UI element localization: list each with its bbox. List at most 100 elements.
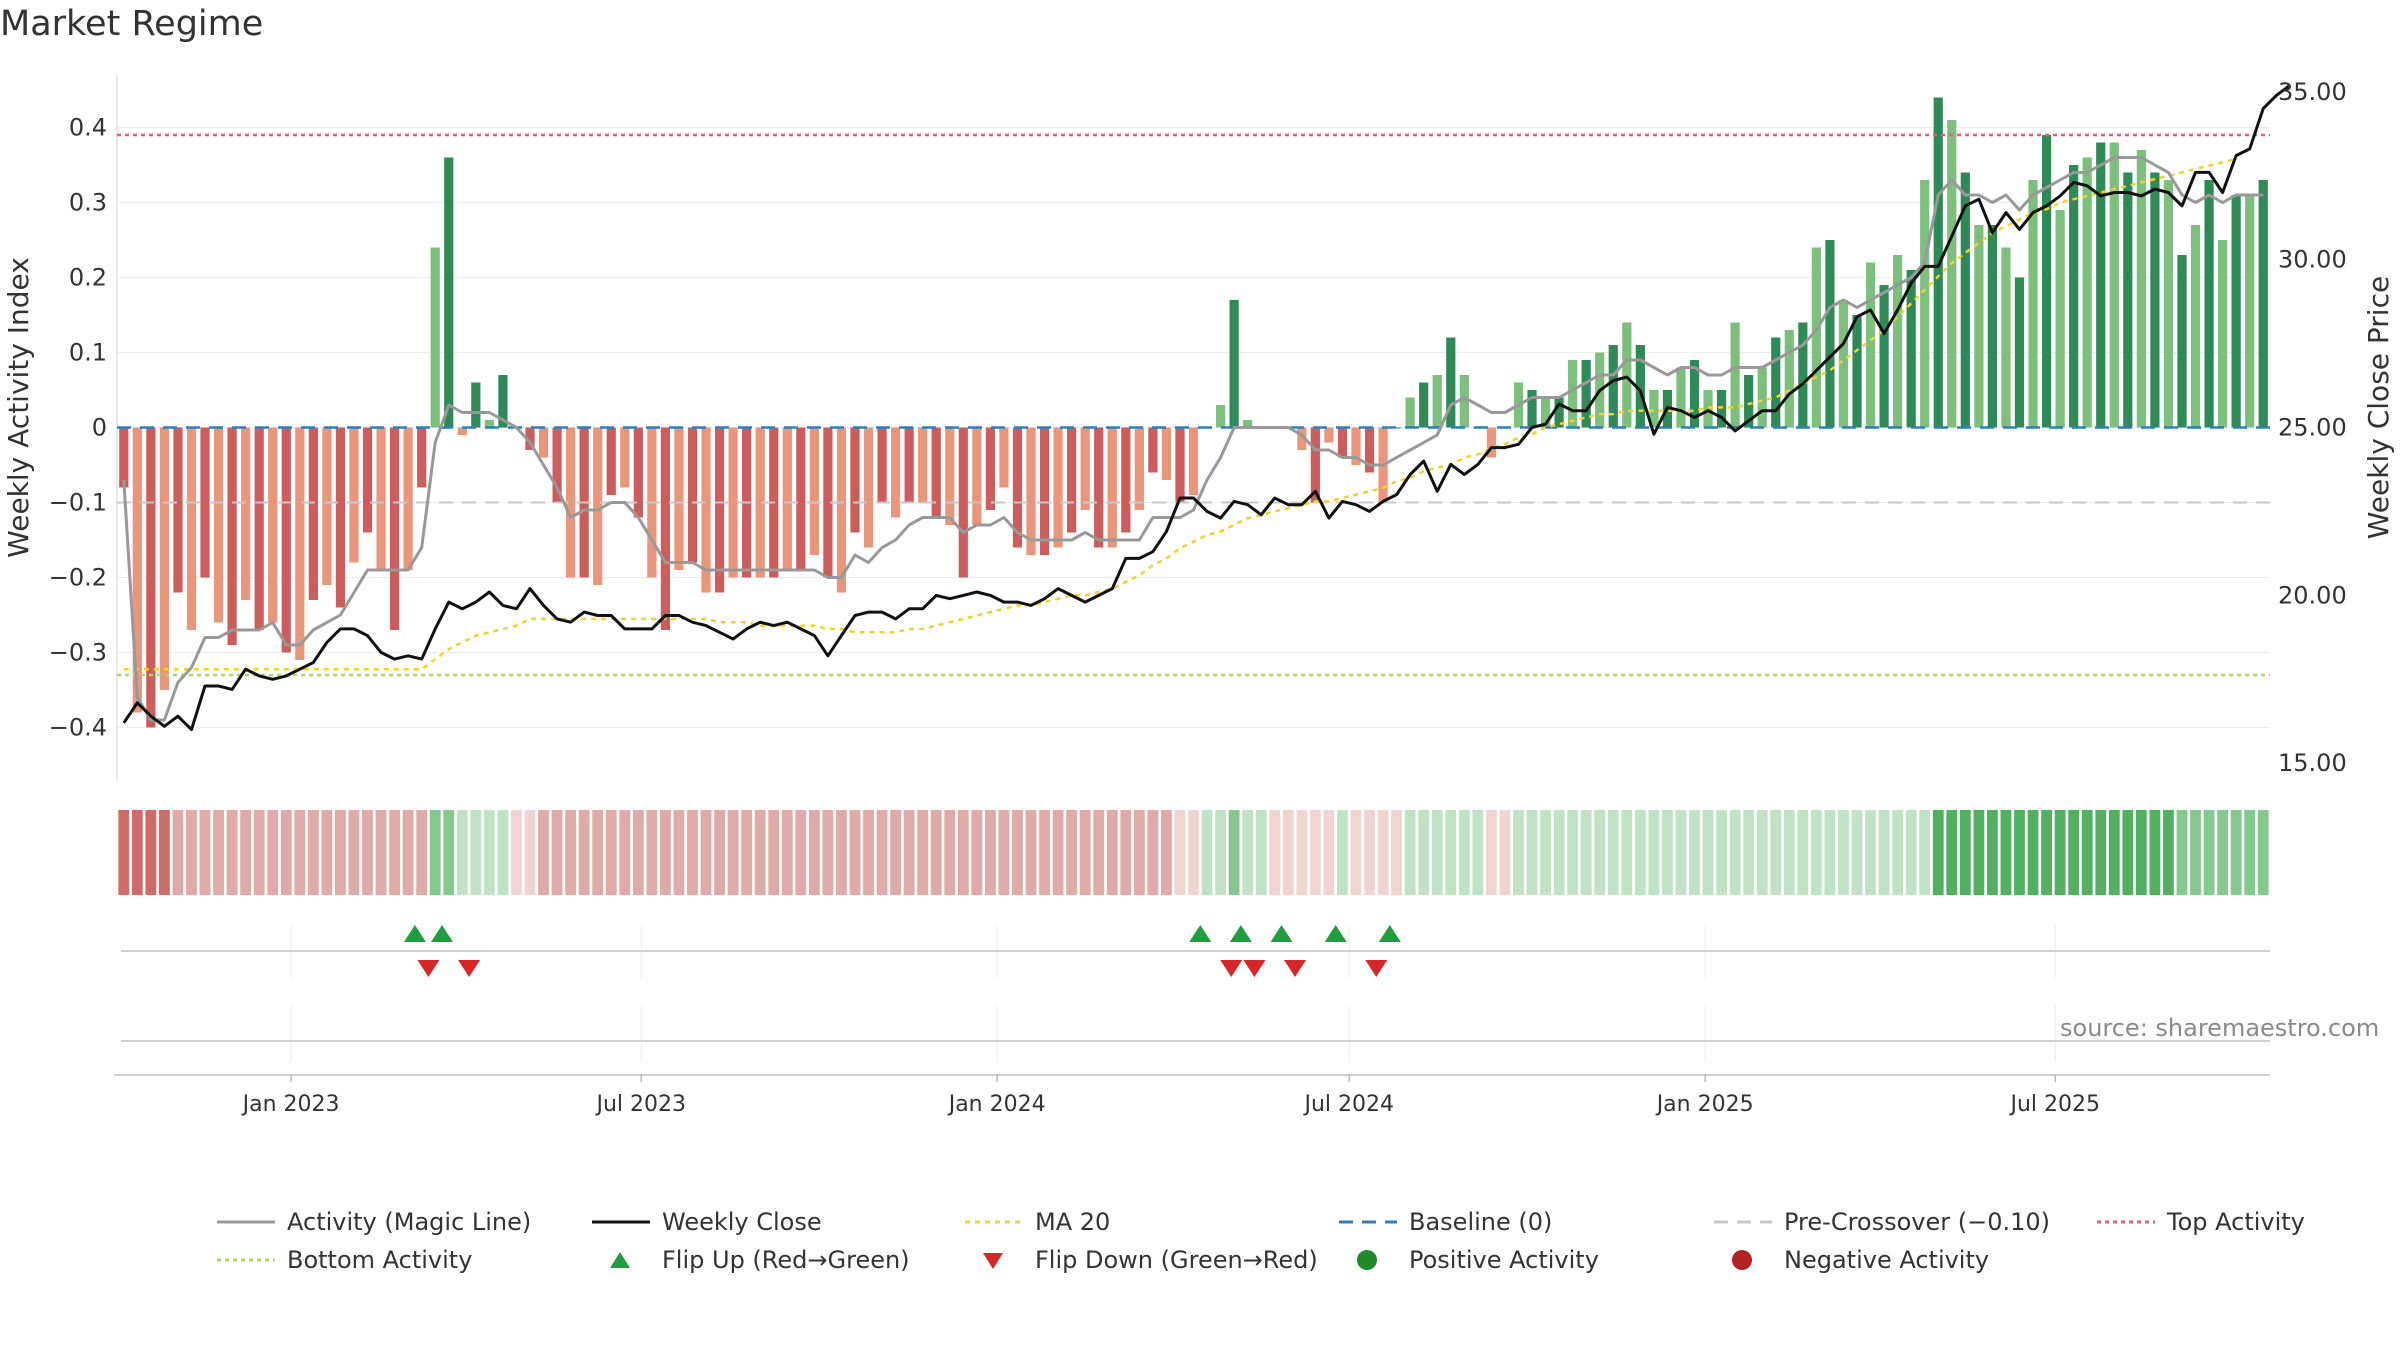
activity-bar (1134, 427, 1144, 510)
regime-cell (362, 810, 373, 895)
activity-bar (1243, 420, 1253, 428)
regime-cell (1662, 810, 1673, 895)
activity-bar (1337, 427, 1348, 458)
legend-label: Flip Up (Red→Green) (662, 1246, 910, 1274)
activity-bar (552, 427, 562, 503)
activity-bar (985, 427, 995, 510)
activity-bar (1540, 397, 1551, 428)
regime-cell (1228, 810, 1240, 895)
activity-bar (890, 427, 901, 518)
legend-swatch (963, 1207, 1025, 1237)
activity-bar (1920, 180, 1930, 428)
weekly-close-line (122, 83, 2292, 732)
activity-bar (1568, 360, 1578, 428)
legend-swatch (2095, 1207, 2157, 1237)
regime-cell (646, 810, 658, 895)
activity-bar (146, 427, 156, 728)
activity-bar (796, 427, 806, 570)
regime-cell (1621, 810, 1633, 895)
activity-bar (1527, 390, 1537, 428)
activity-bar (2041, 135, 2052, 428)
y-left-tick-label: 0.1 (69, 339, 107, 367)
legend-label: Positive Activity (1409, 1246, 1599, 1274)
legend-swatch (590, 1207, 652, 1237)
activity-bar (2204, 180, 2214, 428)
x-tick-label: Jan 2025 (1655, 1092, 1754, 1117)
regime-cell (849, 810, 861, 895)
regime-cell (1012, 810, 1023, 895)
activity-bar (2055, 210, 2065, 428)
activity-bar (1188, 427, 1199, 495)
activity-bar (2109, 142, 2119, 428)
regime-cell (1364, 810, 1375, 895)
flip-up-marker (1270, 925, 1293, 942)
regime-cell (1689, 810, 1700, 895)
regime-cell (1147, 810, 1159, 895)
regime-cell (2122, 810, 2134, 895)
legend-label: Negative Activity (1784, 1246, 1990, 1274)
activity-bar (1459, 375, 1469, 428)
regime-cell (2081, 810, 2093, 895)
regime-cell (186, 810, 197, 895)
activity-bar (200, 427, 210, 578)
flip-down-marker (1365, 960, 1388, 977)
activity-bar (2136, 150, 2146, 428)
regime-cell (1810, 810, 1822, 895)
regime-cell (145, 810, 157, 895)
activity-bar (2218, 240, 2228, 428)
regime-cell (1783, 810, 1795, 895)
regime-cell (1824, 810, 1836, 895)
activity-bar (606, 427, 616, 495)
y-right-tick-label: 30.00 (2278, 246, 2347, 274)
y-left-tick-label: 0 (92, 414, 107, 442)
activity-bar (1026, 427, 1036, 555)
activity-bar (958, 427, 968, 578)
regime-cell (1607, 810, 1619, 895)
regime-cell (957, 810, 969, 895)
regime-cell (1838, 810, 1849, 895)
flip-up-marker (1378, 925, 1401, 942)
regime-cell (1445, 810, 1457, 895)
activity-bar (660, 427, 671, 630)
regime-cell (1729, 810, 1741, 895)
activity-bar (904, 427, 914, 503)
regime-cell (1133, 810, 1145, 895)
activity-bar (1771, 337, 1781, 428)
activity-bar (1798, 322, 1808, 428)
regime-cell (700, 810, 712, 895)
regime-cell (1567, 810, 1579, 895)
activity-bar (2001, 247, 2011, 428)
regime-cell (348, 810, 360, 895)
legend-label: Bottom Activity (287, 1246, 473, 1274)
regime-cell (2244, 810, 2256, 895)
regime-cell (2068, 810, 2080, 895)
legend-swatch (963, 1245, 1025, 1275)
x-tick-label: Jan 2024 (947, 1092, 1046, 1117)
activity-bar (823, 427, 833, 578)
activity-bar (850, 427, 860, 533)
ma20-line (123, 157, 2237, 671)
legend-item: Positive Activity (1337, 1243, 1599, 1277)
regime-cell (836, 810, 847, 895)
regime-cell (944, 810, 956, 895)
activity-bar (1446, 337, 1456, 428)
y-right-tick-label: 20.00 (2278, 581, 2347, 609)
regime-cell (307, 810, 319, 895)
activity-bar (322, 427, 332, 585)
regime-cell (483, 810, 495, 895)
activity-bar (376, 427, 386, 570)
activity-bar (620, 427, 630, 488)
activity-bar (1581, 360, 1591, 428)
activity-bar (1175, 427, 1185, 503)
y-left-tick-label: −0.2 (49, 564, 107, 592)
activity-bar (444, 157, 454, 428)
activity-bar (1310, 427, 1320, 503)
regime-cell (930, 810, 942, 895)
regime-cell (565, 810, 577, 895)
activity-bar (877, 427, 887, 503)
regime-cell (2163, 810, 2174, 895)
regime-cell (592, 810, 604, 895)
flip-up-marker (1189, 925, 1212, 942)
activity-bar (2069, 165, 2079, 428)
activity-bar (349, 427, 359, 563)
